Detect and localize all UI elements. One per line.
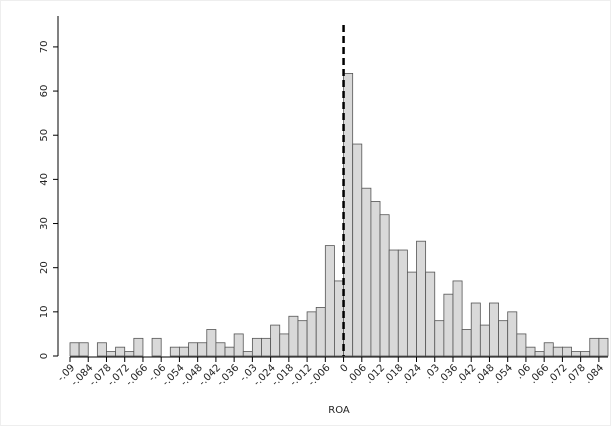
bar [188, 342, 199, 357]
bar [288, 315, 299, 357]
bar [397, 249, 408, 357]
bar [352, 143, 363, 357]
bar [343, 73, 354, 357]
bar [242, 351, 253, 357]
bar [361, 187, 372, 357]
bar [425, 271, 436, 357]
bar [516, 333, 527, 357]
bar [334, 280, 344, 357]
bar [489, 302, 499, 357]
bar [552, 346, 563, 357]
bar [388, 249, 399, 357]
bar [169, 346, 180, 357]
bar [78, 342, 89, 357]
bar [470, 302, 481, 357]
y-tick-label: 20 [39, 261, 50, 274]
bar [224, 346, 235, 357]
bar [324, 245, 335, 357]
y-tick-label: 60 [39, 85, 50, 98]
bar [498, 320, 509, 357]
y-tick-label: 70 [39, 41, 50, 54]
bar [580, 351, 591, 357]
bar [206, 329, 217, 357]
y-tick-label: 40 [39, 173, 50, 186]
bar [598, 337, 609, 357]
y-tick-label: 50 [39, 129, 50, 142]
bar [261, 337, 272, 357]
bar [525, 346, 536, 357]
bar [406, 271, 417, 357]
bar [96, 342, 107, 357]
bar [379, 214, 390, 357]
bar [479, 324, 490, 357]
bar [69, 342, 80, 357]
bar [306, 311, 317, 357]
bar [507, 311, 518, 357]
bar [106, 351, 116, 357]
bar [543, 342, 554, 357]
y-tick-label: 10 [39, 305, 50, 318]
y-tick-label: 0 [39, 353, 50, 359]
bar [315, 307, 326, 357]
bar [179, 346, 189, 357]
bar [133, 337, 144, 357]
bar [562, 346, 572, 357]
bar [115, 346, 126, 357]
bar [215, 342, 226, 357]
bar [270, 324, 281, 357]
bar [461, 329, 472, 357]
bar [251, 337, 262, 357]
bar [452, 280, 463, 357]
bar [571, 351, 582, 357]
y-tick-label: 30 [39, 217, 50, 230]
bar [434, 320, 445, 357]
bar [233, 333, 244, 357]
bar [197, 342, 208, 357]
bar [534, 351, 545, 357]
bar [589, 337, 600, 357]
bar [297, 320, 308, 357]
bar [279, 333, 290, 357]
bar [151, 337, 162, 357]
bar [416, 240, 427, 357]
bar [443, 293, 454, 357]
bar [124, 351, 135, 357]
bar [370, 201, 381, 357]
x-axis-label: ROA [328, 405, 350, 416]
